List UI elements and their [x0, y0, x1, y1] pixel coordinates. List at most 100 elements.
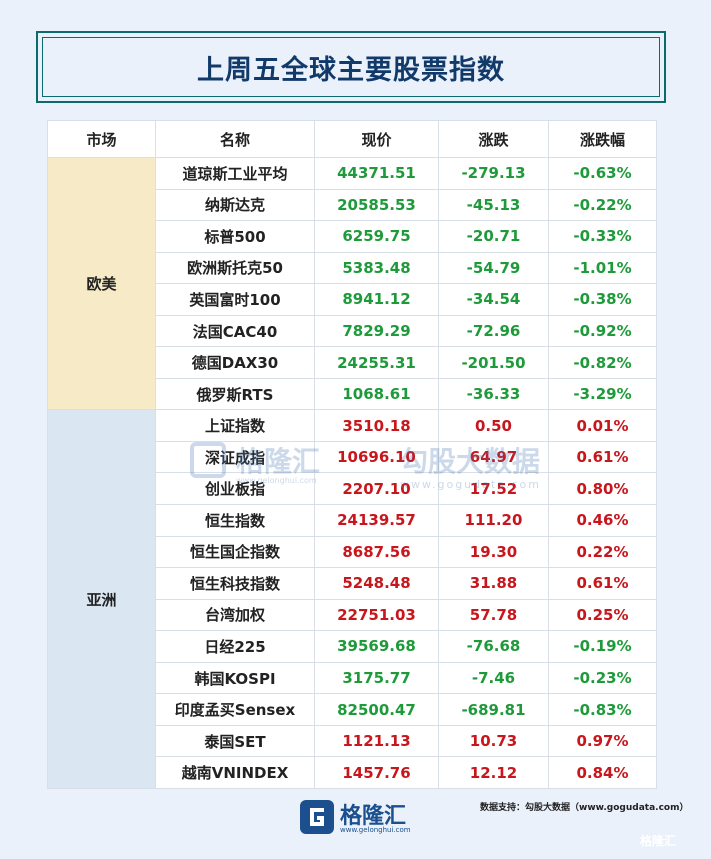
- price-cell: 44371.51: [314, 157, 439, 190]
- index-name-cell: 上证指数: [155, 409, 315, 442]
- title-frame: 上周五全球主要股票指数: [42, 37, 660, 97]
- change-pct-cell: -3.29%: [548, 377, 657, 411]
- change-cell: -689.81: [438, 693, 549, 726]
- index-name-cell: 欧洲斯托克50: [155, 251, 315, 285]
- index-name-cell: 日经225: [155, 630, 315, 663]
- table-header-row: 市场 名称 现价 涨跌 涨跌幅: [47, 120, 657, 158]
- table-row: 英国富时100 8941.12 -34.54 -0.38%: [48, 283, 657, 316]
- change-pct-cell: -0.23%: [548, 661, 657, 695]
- change-cell: -279.13: [438, 157, 549, 190]
- change-cell: -72.96: [438, 314, 549, 348]
- table-row: 韩国KOSPI 3175.77 -7.46 -0.23%: [48, 661, 657, 695]
- price-cell: 6259.75: [314, 220, 439, 253]
- price-cell: 2207.10: [314, 472, 439, 506]
- change-pct-cell: 0.61%: [548, 440, 657, 474]
- change-cell: 19.30: [438, 535, 549, 569]
- table-row: 标普500 6259.75 -20.71 -0.33%: [48, 220, 657, 253]
- table-row: 俄罗斯RTS 1068.61 -36.33 -3.29%: [48, 377, 657, 411]
- price-cell: 82500.47: [314, 693, 439, 726]
- price-cell: 24255.31: [314, 346, 439, 379]
- price-cell: 8941.12: [314, 283, 439, 316]
- price-cell: 8687.56: [314, 535, 439, 569]
- change-pct-cell: 0.46%: [548, 504, 657, 537]
- table-row: 印度孟买Sensex 82500.47 -689.81 -0.83%: [48, 693, 657, 726]
- price-cell: 20585.53: [314, 188, 439, 222]
- change-pct-cell: -0.82%: [548, 346, 657, 379]
- index-name-cell: 道琼斯工业平均: [155, 157, 315, 190]
- change-cell: -54.79: [438, 251, 549, 285]
- table-row: 亚洲 上证指数 3510.18 0.50 0.01%: [47, 409, 657, 789]
- table-row: 越南VNINDEX 1457.76 12.12 0.84%: [48, 756, 657, 789]
- index-table-container: 市场 名称 现价 涨跌 涨跌幅 欧美 道琼斯工业平均 44371.51 -279.13…: [47, 120, 657, 789]
- index-name-cell: 台湾加权: [155, 598, 315, 632]
- price-cell: 10696.10: [314, 440, 439, 474]
- price-cell: 1457.76: [314, 756, 439, 789]
- index-name-cell: 印度孟买Sensex: [155, 693, 315, 726]
- change-pct-cell: -0.22%: [548, 188, 657, 222]
- table-row: 恒生国企指数 8687.56 19.30 0.22%: [48, 535, 657, 569]
- change-cell: 57.78: [438, 598, 549, 632]
- table-row: 深证成指 10696.10 64.97 0.61%: [48, 440, 657, 474]
- change-cell: 12.12: [438, 756, 549, 789]
- index-name-cell: 恒生指数: [155, 504, 315, 537]
- table-row: 纳斯达克 20585.53 -45.13 -0.22%: [48, 188, 657, 222]
- title-box: 上周五全球主要股票指数: [36, 31, 666, 103]
- market-cell-europe-america: 欧美: [47, 156, 156, 411]
- change-pct-cell: 0.25%: [548, 598, 657, 632]
- table-body: 欧美 道琼斯工业平均 44371.51 -279.13 -0.63% 纳斯达克 20585.…: [47, 156, 657, 789]
- index-table: 市场 名称 现价 涨跌 涨跌幅 欧美 道琼斯工业平均 44371.51 -279.13…: [47, 120, 657, 789]
- table-row: 台湾加权 22751.03 57.78 0.25%: [48, 598, 657, 632]
- table-row: 欧洲斯托克50 5383.48 -54.79 -1.01%: [48, 251, 657, 285]
- change-pct-cell: -0.83%: [548, 693, 657, 726]
- index-name-cell: 俄罗斯RTS: [155, 377, 315, 411]
- index-name-cell: 韩国KOSPI: [155, 661, 315, 695]
- header-market: 市场: [47, 120, 156, 158]
- corner-watermark: 格隆汇: [640, 834, 677, 848]
- index-name-cell: 英国富时100: [155, 283, 315, 316]
- change-pct-cell: 0.61%: [548, 567, 657, 600]
- price-cell: 1068.61: [314, 377, 439, 411]
- table-row: 欧美 道琼斯工业平均 44371.51 -279.13 -0.63%: [47, 156, 657, 411]
- index-name-cell: 深证成指: [155, 440, 315, 474]
- change-pct-cell: -0.19%: [548, 630, 657, 663]
- change-cell: -45.13: [438, 188, 549, 222]
- change-cell: 0.50: [438, 409, 549, 442]
- index-name-cell: 越南VNINDEX: [155, 756, 315, 789]
- page-title: 上周五全球主要股票指数: [197, 54, 505, 86]
- header-change-pct: 涨跌幅: [548, 120, 657, 158]
- index-name-cell: 纳斯达克: [155, 188, 315, 222]
- change-cell: 31.88: [438, 567, 549, 600]
- change-pct-cell: 0.84%: [548, 756, 657, 789]
- price-cell: 3510.18: [314, 409, 439, 442]
- change-cell: 64.97: [438, 440, 549, 474]
- price-cell: 5383.48: [314, 251, 439, 285]
- index-name-cell: 创业板指: [155, 472, 315, 506]
- index-name-cell: 恒生科技指数: [155, 567, 315, 600]
- change-cell: 17.52: [438, 472, 549, 506]
- price-cell: 24139.57: [314, 504, 439, 537]
- change-pct-cell: -0.33%: [548, 220, 657, 253]
- change-cell: -201.50: [438, 346, 549, 379]
- header-change: 涨跌: [438, 120, 549, 158]
- change-pct-cell: 0.01%: [548, 409, 657, 442]
- change-pct-cell: 0.97%: [548, 724, 657, 758]
- change-pct-cell: -0.92%: [548, 314, 657, 348]
- price-cell: 7829.29: [314, 314, 439, 348]
- price-cell: 5248.48: [314, 567, 439, 600]
- change-cell: -34.54: [438, 283, 549, 316]
- change-pct-cell: 0.22%: [548, 535, 657, 569]
- price-cell: 3175.77: [314, 661, 439, 695]
- gelonghui-logo-icon: [300, 800, 334, 834]
- table-row: 法国CAC40 7829.29 -72.96 -0.92%: [48, 314, 657, 348]
- change-cell: 10.73: [438, 724, 549, 758]
- price-cell: 1121.13: [314, 724, 439, 758]
- price-cell: 22751.03: [314, 598, 439, 632]
- data-source-note: 数据支持：勾股大数据（www.gogudata.com）: [480, 803, 689, 813]
- change-pct-cell: 0.80%: [548, 472, 657, 506]
- index-name-cell: 德国DAX30: [155, 346, 315, 379]
- change-pct-cell: -1.01%: [548, 251, 657, 285]
- header-price: 现价: [314, 120, 439, 158]
- change-cell: -76.68: [438, 630, 549, 663]
- change-cell: -36.33: [438, 377, 549, 411]
- change-cell: 111.20: [438, 504, 549, 537]
